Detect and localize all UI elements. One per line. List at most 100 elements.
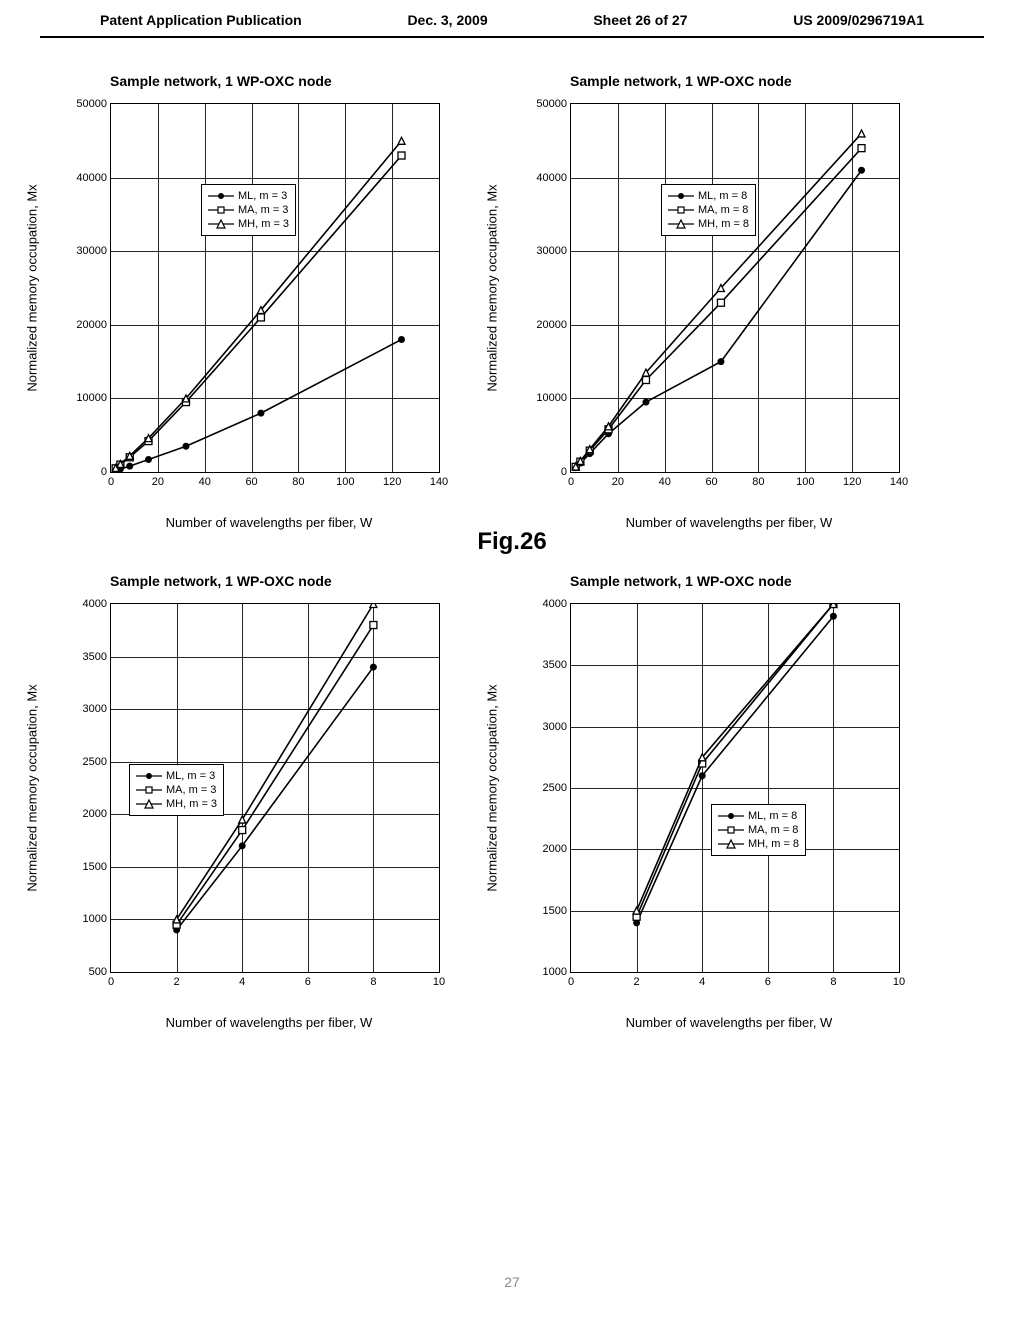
x-tick-label: 6 bbox=[765, 976, 771, 988]
y-tick-label: 2000 bbox=[83, 808, 107, 820]
chart-legend: ML, m = 8 MA, m = 8 MH, m = 8 bbox=[711, 804, 806, 856]
x-tick-label: 2 bbox=[174, 976, 180, 988]
y-tick-label: 20000 bbox=[536, 319, 567, 331]
x-axis-label: Number of wavelengths per fiber, W bbox=[626, 1015, 833, 1030]
y-axis-label: Normalized memory occupation, Mx bbox=[485, 184, 500, 391]
y-tick-label: 1500 bbox=[83, 861, 107, 873]
y-tick-label: 1000 bbox=[543, 966, 567, 978]
chart-title: Sample network, 1 WP-OXC node bbox=[570, 573, 792, 589]
chart-title: Sample network, 1 WP-OXC node bbox=[110, 73, 332, 89]
legend-marker-icon bbox=[136, 771, 162, 781]
y-tick-label: 4000 bbox=[543, 598, 567, 610]
legend-label: MA, m = 8 bbox=[748, 824, 798, 836]
x-tick-label: 20 bbox=[152, 476, 164, 488]
legend-marker-icon bbox=[718, 839, 744, 849]
chart-top-right: Sample network, 1 WP-OXC node Normalized… bbox=[520, 78, 900, 498]
header-date: Dec. 3, 2009 bbox=[407, 12, 487, 28]
legend-label: MA, m = 3 bbox=[238, 204, 288, 216]
chart-legend: ML, m = 3 MA, m = 3 MH, m = 3 bbox=[129, 764, 224, 816]
legend-label: MH, m = 3 bbox=[166, 798, 217, 810]
legend-marker-icon bbox=[136, 785, 162, 795]
legend-item: MA, m = 8 bbox=[718, 823, 799, 837]
x-tick-label: 60 bbox=[245, 476, 257, 488]
y-tick-label: 3000 bbox=[543, 721, 567, 733]
legend-marker-icon bbox=[668, 205, 694, 215]
plot-area: 50010001500200025003000350040000246810ML… bbox=[110, 603, 440, 973]
figure-caption: Fig.26 bbox=[477, 528, 546, 556]
y-tick-label: 2500 bbox=[543, 782, 567, 794]
plot-area: 0100002000030000400005000002040608010012… bbox=[110, 103, 440, 473]
y-tick-label: 30000 bbox=[536, 245, 567, 257]
chart-bottom-left: Sample network, 1 WP-OXC node Normalized… bbox=[60, 578, 440, 998]
legend-marker-icon bbox=[136, 799, 162, 809]
plot-area: 0100002000030000400005000002040608010012… bbox=[570, 103, 900, 473]
legend-marker-icon bbox=[208, 191, 234, 201]
x-tick-label: 60 bbox=[705, 476, 717, 488]
legend-marker-icon bbox=[718, 825, 744, 835]
x-tick-label: 80 bbox=[752, 476, 764, 488]
legend-item: MH, m = 3 bbox=[208, 217, 289, 231]
chart-bottom-right: Sample network, 1 WP-OXC node Normalized… bbox=[520, 578, 900, 998]
y-axis-label: Normalized memory occupation, Mx bbox=[25, 684, 40, 891]
x-tick-label: 120 bbox=[843, 476, 861, 488]
y-tick-label: 50000 bbox=[536, 98, 567, 110]
x-tick-label: 10 bbox=[433, 976, 445, 988]
legend-label: MH, m = 3 bbox=[238, 218, 289, 230]
y-tick-label: 0 bbox=[101, 466, 107, 478]
y-tick-label: 40000 bbox=[536, 172, 567, 184]
y-tick-label: 4000 bbox=[83, 598, 107, 610]
x-tick-label: 40 bbox=[199, 476, 211, 488]
legend-label: ML, m = 8 bbox=[748, 810, 797, 822]
x-tick-label: 0 bbox=[568, 976, 574, 988]
x-tick-label: 4 bbox=[239, 976, 245, 988]
legend-item: MH, m = 8 bbox=[718, 837, 799, 851]
x-tick-label: 40 bbox=[659, 476, 671, 488]
legend-item: MA, m = 3 bbox=[208, 203, 289, 217]
y-tick-label: 0 bbox=[561, 466, 567, 478]
y-tick-label: 2500 bbox=[83, 756, 107, 768]
y-tick-label: 50000 bbox=[76, 98, 107, 110]
x-tick-label: 20 bbox=[612, 476, 624, 488]
x-tick-label: 4 bbox=[699, 976, 705, 988]
y-tick-label: 30000 bbox=[76, 245, 107, 257]
legend-item: ML, m = 8 bbox=[718, 809, 799, 823]
x-tick-label: 120 bbox=[383, 476, 401, 488]
x-tick-label: 80 bbox=[292, 476, 304, 488]
legend-label: MH, m = 8 bbox=[748, 838, 799, 850]
y-tick-label: 10000 bbox=[536, 392, 567, 404]
y-axis-label: Normalized memory occupation, Mx bbox=[25, 184, 40, 391]
legend-label: ML, m = 8 bbox=[698, 190, 747, 202]
legend-label: MA, m = 3 bbox=[166, 784, 216, 796]
x-tick-label: 100 bbox=[796, 476, 814, 488]
chart-series bbox=[111, 104, 439, 472]
chart-top-left: Sample network, 1 WP-OXC node Normalized… bbox=[60, 78, 440, 498]
legend-item: MA, m = 3 bbox=[136, 783, 217, 797]
legend-item: MA, m = 8 bbox=[668, 203, 749, 217]
legend-item: MH, m = 8 bbox=[668, 217, 749, 231]
chart-legend: ML, m = 8 MA, m = 8MH, m = 8 bbox=[661, 184, 756, 236]
y-tick-label: 3000 bbox=[83, 703, 107, 715]
y-tick-label: 2000 bbox=[543, 843, 567, 855]
x-tick-label: 0 bbox=[568, 476, 574, 488]
x-tick-label: 140 bbox=[890, 476, 908, 488]
x-axis-label: Number of wavelengths per fiber, W bbox=[626, 515, 833, 530]
patent-header: Patent Application Publication Dec. 3, 2… bbox=[40, 0, 984, 38]
legend-label: ML, m = 3 bbox=[166, 770, 215, 782]
figure-area: Sample network, 1 WP-OXC node Normalized… bbox=[60, 78, 964, 1178]
x-tick-label: 8 bbox=[370, 976, 376, 988]
y-tick-label: 10000 bbox=[76, 392, 107, 404]
header-pubnum: US 2009/0296719A1 bbox=[793, 12, 924, 28]
page-number: 27 bbox=[504, 1274, 520, 1290]
y-axis-label: Normalized memory occupation, Mx bbox=[485, 684, 500, 891]
x-tick-label: 140 bbox=[430, 476, 448, 488]
chart-series bbox=[571, 104, 899, 472]
legend-item: MH, m = 3 bbox=[136, 797, 217, 811]
x-tick-label: 2 bbox=[634, 976, 640, 988]
legend-item: ML, m = 3 bbox=[136, 769, 217, 783]
x-tick-label: 0 bbox=[108, 476, 114, 488]
chart-title: Sample network, 1 WP-OXC node bbox=[110, 573, 332, 589]
legend-marker-icon bbox=[668, 191, 694, 201]
x-axis-label: Number of wavelengths per fiber, W bbox=[166, 515, 373, 530]
legend-marker-icon bbox=[208, 219, 234, 229]
legend-label: MA, m = 8 bbox=[698, 204, 748, 216]
